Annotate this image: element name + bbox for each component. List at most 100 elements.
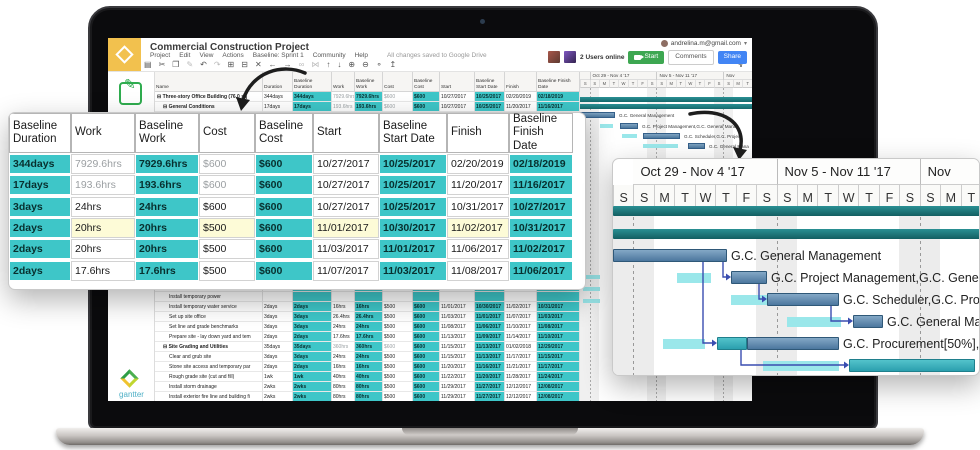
column-header-cost[interactable]: Cost [383, 72, 413, 92]
gantt-baseline-bar[interactable] [583, 299, 600, 303]
gantt-task-bar[interactable] [731, 271, 767, 284]
task-value-cell[interactable]: 11/03/2017 [537, 312, 580, 322]
task-value-cell[interactable]: 35days [293, 342, 332, 352]
comments-button[interactable]: Comments [668, 50, 714, 65]
task-value-cell[interactable]: $500 [383, 372, 413, 382]
task-value-cell[interactable]: 344days [293, 92, 332, 102]
gantt-baseline-bar[interactable] [583, 275, 600, 279]
task-name-cell[interactable]: Set up site office [155, 312, 263, 322]
gantt-task-bar[interactable] [643, 133, 680, 139]
task-value-cell[interactable]: 11/01/2017 [440, 302, 475, 312]
task-value-cell[interactable]: $600 [413, 392, 440, 401]
delete-row-icon[interactable]: ✕ [254, 60, 262, 69]
task-value-cell[interactable]: 10/25/2017 [475, 92, 505, 102]
gantt-task-bar[interactable] [767, 293, 839, 306]
menu-item-edit[interactable]: Edit [179, 52, 191, 59]
task-value-cell[interactable]: $600 [383, 92, 413, 102]
task-value-cell[interactable]: 11/22/2017 [440, 372, 475, 382]
task-value-cell[interactable] [263, 292, 293, 302]
gantt-progress-bar[interactable] [717, 337, 747, 350]
task-name-cell[interactable]: Clear and grub site [155, 352, 263, 362]
task-value-cell[interactable]: 01/02/2018 [505, 342, 537, 352]
task-value-cell[interactable]: 11/16/2017 [475, 362, 505, 372]
task-name-cell[interactable]: Install storm drainage [155, 382, 263, 392]
task-value-cell[interactable]: 2wks [293, 392, 332, 401]
task-value-cell[interactable]: 3days [263, 352, 293, 362]
task-value-cell[interactable]: 7929.6hrs [332, 92, 355, 102]
column-header-name[interactable]: Name [155, 72, 263, 92]
task-value-cell[interactable]: 2days [263, 332, 293, 342]
task-value-cell[interactable]: $600 [383, 102, 413, 112]
gantt-baseline-bar[interactable] [677, 273, 711, 283]
task-name-cell[interactable]: Set line and grade benchmarks [155, 322, 263, 332]
gantt-summary-bar[interactable] [580, 97, 752, 102]
column-header-baseline-finish-date[interactable]: Baseline Finish Date [537, 72, 580, 92]
menu-item-view[interactable]: View [199, 52, 214, 59]
share-button[interactable]: Share [717, 51, 747, 64]
task-value-cell[interactable]: 16hrs [355, 362, 383, 372]
task-value-cell[interactable]: 11/20/2017 [475, 372, 505, 382]
indent-icon[interactable]: → [283, 60, 292, 69]
task-value-cell[interactable] [475, 292, 505, 302]
task-value-cell[interactable]: $600 [413, 302, 440, 312]
task-value-cell[interactable]: 193.6hrs [332, 102, 355, 112]
key-icon[interactable]: ⚬ [375, 60, 383, 69]
task-value-cell[interactable]: 11/20/2017 [440, 362, 475, 372]
task-value-cell[interactable]: 24hrs [355, 352, 383, 362]
task-value-cell[interactable]: 16hrs [355, 302, 383, 312]
task-value-cell[interactable]: 11/08/2017 [537, 322, 580, 332]
outdent-icon[interactable]: ← [268, 60, 277, 69]
task-value-cell[interactable]: 11/07/2017 [505, 312, 537, 322]
gantt-baseline-bar[interactable] [787, 317, 841, 327]
task-value-cell[interactable]: 11/17/2017 [505, 352, 537, 362]
upload-icon[interactable]: ↥ [389, 60, 397, 69]
task-value-cell[interactable]: 11/14/2017 [505, 332, 537, 342]
task-value-cell[interactable]: 10/30/2017 [475, 302, 505, 312]
task-value-cell[interactable]: 11/13/2017 [475, 352, 505, 362]
column-header-work[interactable]: Work [332, 72, 355, 92]
task-value-cell[interactable]: 3days [263, 312, 293, 322]
task-value-cell[interactable]: 40hrs [332, 372, 355, 382]
task-value-cell[interactable]: 16hrs [332, 302, 355, 312]
task-value-cell[interactable] [413, 292, 440, 302]
task-value-cell[interactable]: 80hrs [332, 392, 355, 401]
menu-item-project[interactable]: Project [150, 52, 171, 59]
task-value-cell[interactable]: 2wks [263, 392, 293, 401]
gantt-baseline-bar[interactable] [731, 295, 767, 305]
task-value-cell[interactable] [355, 292, 383, 302]
task-value-cell[interactable]: 12/12/2017 [505, 382, 537, 392]
task-value-cell[interactable]: $600 [413, 332, 440, 342]
zoom-in-icon[interactable]: ⊕ [348, 60, 356, 69]
unlink-tasks-icon[interactable]: ⋈ [311, 60, 320, 69]
task-value-cell[interactable]: 11/08/2017 [440, 322, 475, 332]
print-icon[interactable]: ▤ [144, 60, 152, 69]
task-value-cell[interactable]: 1wk [263, 372, 293, 382]
cut-icon[interactable]: ✂ [158, 60, 166, 69]
task-value-cell[interactable]: 2wks [293, 382, 332, 392]
task-value-cell[interactable]: 1wk [293, 372, 332, 382]
insert-row-above-icon[interactable]: ⊞ [227, 60, 235, 69]
task-value-cell[interactable]: 11/10/2017 [505, 322, 537, 332]
gantt-baseline-bar[interactable] [643, 144, 678, 148]
task-value-cell[interactable]: 11/15/2017 [537, 352, 580, 362]
task-value-cell[interactable]: 3days [263, 322, 293, 332]
task-value-cell[interactable]: 12/08/2017 [537, 392, 580, 401]
task-value-cell[interactable]: 2days [263, 302, 293, 312]
column-header-finish[interactable]: Finish [505, 72, 537, 92]
task-value-cell[interactable]: 24hrs [355, 322, 383, 332]
gantt-task-bar[interactable] [853, 315, 883, 328]
task-value-cell[interactable]: 2days [293, 362, 332, 372]
task-value-cell[interactable]: 11/13/2017 [440, 332, 475, 342]
task-value-cell[interactable]: $600 [413, 362, 440, 372]
start-meeting-button[interactable]: Start [628, 51, 665, 64]
task-value-cell[interactable]: 11/29/2017 [440, 392, 475, 401]
task-value-cell[interactable]: $500 [383, 392, 413, 401]
task-value-cell[interactable]: 02/20/2019 [505, 92, 537, 102]
task-value-cell[interactable]: 10/27/2017 [440, 92, 475, 102]
gantt-task-bar[interactable] [747, 337, 839, 350]
task-name-cell[interactable]: Install temporary power [155, 292, 263, 302]
task-value-cell[interactable]: 11/16/2017 [537, 102, 580, 112]
task-value-cell[interactable]: 12/29/2017 [537, 342, 580, 352]
task-value-cell[interactable]: $500 [383, 312, 413, 322]
task-value-cell[interactable]: 17days [263, 102, 293, 112]
